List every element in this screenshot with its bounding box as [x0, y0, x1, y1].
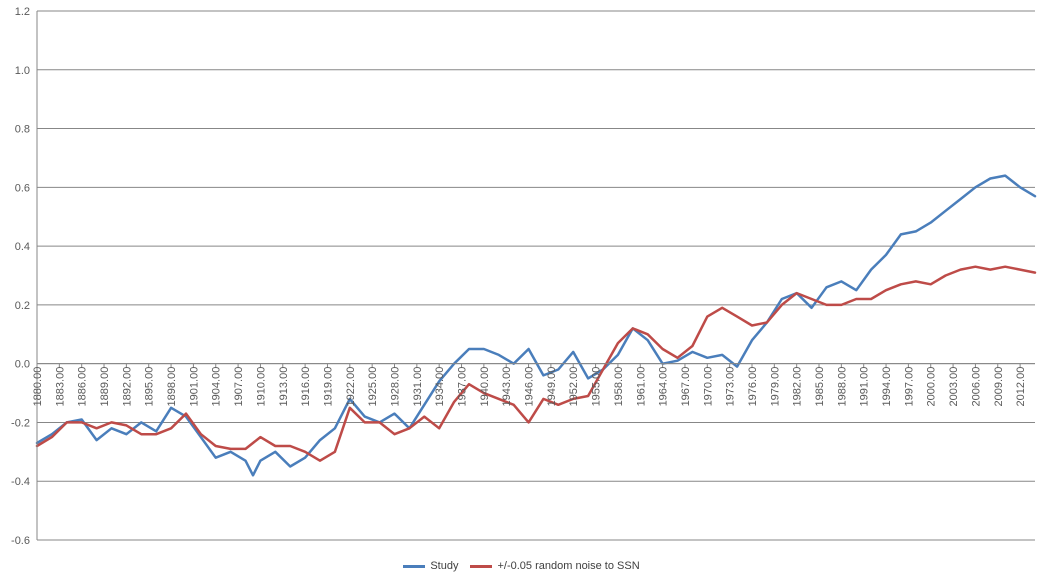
- y-tick-label: 0.2: [15, 300, 30, 312]
- x-tick-label: 1961.00: [635, 367, 647, 407]
- x-tick-label: 1925.00: [367, 367, 379, 407]
- x-tick-label: 1958.00: [613, 367, 625, 407]
- x-tick-label: 1949.00: [546, 367, 558, 407]
- x-tick-label: 1955.00: [591, 367, 603, 407]
- x-tick-label: 1994.00: [881, 367, 893, 407]
- x-tick-label: 1898.00: [166, 367, 178, 407]
- x-tick-label: 1913.00: [278, 367, 290, 407]
- legend-swatch-noise: [470, 564, 493, 568]
- x-tick-label: 1892.00: [121, 367, 133, 407]
- x-tick-label: 1973.00: [725, 367, 737, 407]
- x-tick-label: 1895.00: [144, 367, 156, 407]
- y-tick-label: 0.6: [15, 182, 30, 194]
- legend-swatch-study: [403, 564, 426, 568]
- x-tick-label: 1931.00: [412, 367, 424, 407]
- axes: [36, 11, 1035, 540]
- x-tick-label: 1946.00: [524, 367, 536, 407]
- x-tick-label: 2000.00: [926, 367, 938, 407]
- legend-label-study: Study: [430, 560, 459, 572]
- x-tick-label: 1928.00: [389, 367, 401, 407]
- x-tick-label: 1907.00: [233, 367, 245, 407]
- y-tick-label: 0.8: [15, 124, 30, 136]
- y-tick-label: 0.0: [15, 359, 30, 371]
- x-tick-label: 1919.00: [322, 367, 334, 407]
- x-tick-label: 1886.00: [77, 367, 89, 407]
- legend-item-noise: +/-0.05 random noise to SSN: [470, 560, 640, 572]
- y-tick-labels: 1.2 1.0 0.8 0.6 0.4 0.2 0.0 -0.2 -0.4 -0.6: [11, 6, 30, 547]
- x-tick-label: 1937.00: [457, 367, 469, 407]
- x-tick-label: 1979.00: [769, 367, 781, 407]
- y-tick-label: -0.4: [11, 476, 30, 488]
- y-tick-label: -0.6: [11, 535, 30, 547]
- x-tick-label: 1952.00: [568, 367, 580, 407]
- series-lines: [35, 174, 1037, 477]
- x-tick-label: 1970.00: [702, 367, 714, 407]
- x-tick-label: 1910.00: [255, 367, 267, 407]
- y-tick-label: 1.2: [15, 6, 30, 18]
- x-tick-label: 1916.00: [300, 367, 312, 407]
- x-tick-label: 1997.00: [903, 367, 915, 407]
- x-tick-label: 1943.00: [501, 367, 513, 407]
- y-tick-label: -0.2: [11, 417, 30, 429]
- x-tick-label: 2003.00: [948, 367, 960, 407]
- x-tick-label: 1889.00: [99, 367, 111, 407]
- y-tick-label: 0.4: [15, 241, 30, 253]
- x-tick-label: 1940.00: [479, 367, 491, 407]
- x-tick-label: 1988.00: [836, 367, 848, 407]
- x-tick-label: 1904.00: [211, 367, 223, 407]
- legend: Study +/-0.05 random noise to SSN: [0, 556, 1043, 576]
- x-tick-label: 2006.00: [970, 367, 982, 407]
- x-tick-label: 2012.00: [1015, 367, 1027, 407]
- x-tick-label: 1976.00: [747, 367, 759, 407]
- x-tick-labels: 1880.00 1883.00 1886.00 1889.00 1892.00 1895.…: [32, 363, 1027, 407]
- y-tick-label: 1.0: [15, 65, 30, 77]
- legend-item-study: Study: [403, 560, 458, 572]
- x-tick-label: 1883.00: [54, 367, 66, 407]
- x-tick-label: 1934.00: [434, 367, 446, 407]
- x-tick-label: 1982.00: [792, 367, 804, 407]
- x-tick-label: 1922.00: [345, 367, 357, 407]
- x-tick-label: 1901.00: [188, 367, 200, 407]
- x-tick-label: 1991.00: [859, 367, 871, 407]
- series-line-1: [35, 265, 1037, 462]
- x-tick-label: 1985.00: [814, 367, 826, 407]
- x-tick-label: 2009.00: [993, 367, 1005, 407]
- x-tick-label: 1964.00: [658, 367, 670, 407]
- legend-label-noise: +/-0.05 random noise to SSN: [497, 560, 640, 572]
- x-tick-label: 1880.00: [32, 367, 44, 407]
- series-line-0: [35, 174, 1037, 477]
- x-tick-label: 1967.00: [680, 367, 692, 407]
- gridlines: [37, 10, 1035, 541]
